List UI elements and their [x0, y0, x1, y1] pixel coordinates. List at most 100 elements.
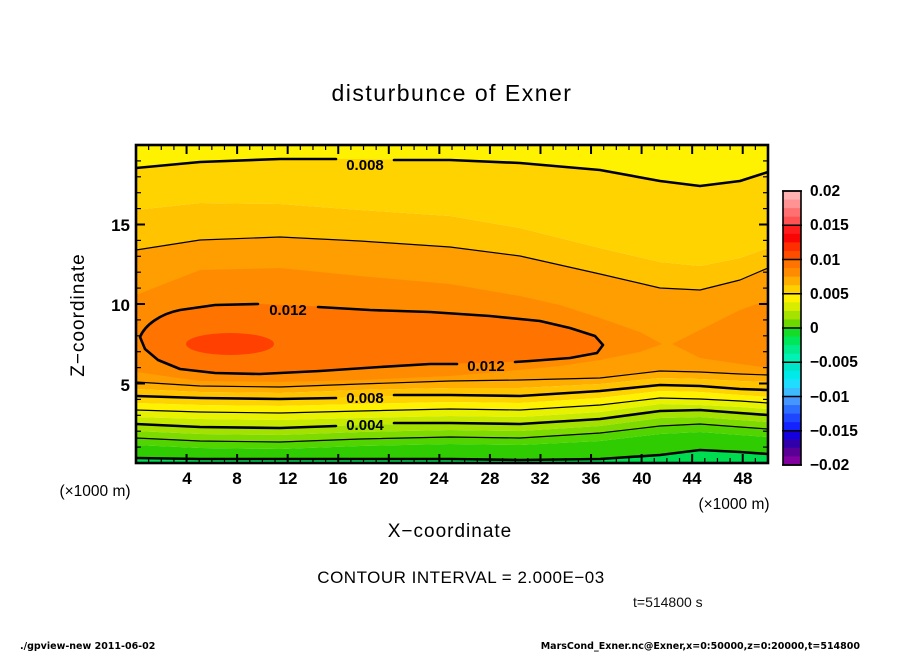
contour-label-0008-bottom: 0.008	[346, 390, 384, 407]
contour-label-0008-top: 0.008	[346, 157, 384, 174]
colorbar-cell	[783, 199, 801, 209]
fill-hotspot-red	[186, 333, 274, 355]
x-axis-tick-labels: 4 8 12 16 20 24 28 32 36 40 44 48	[182, 469, 752, 488]
colorbar-cell	[783, 387, 801, 398]
colorbar-cell	[783, 422, 801, 432]
cbar-label-n001: −0.01	[810, 389, 850, 406]
x-tick-28: 28	[481, 469, 500, 488]
y-axis-unit: (×1000 m)	[59, 483, 130, 500]
colorbar-cell	[783, 319, 801, 329]
footer-right: MarsCond_Exner.nc@Exner,x=0:50000,z=0:20…	[541, 641, 861, 652]
colorbar-cell	[783, 276, 801, 286]
y-axis-tick-labels: 5 10 15	[111, 216, 130, 395]
colorbar-cell	[783, 328, 801, 338]
colorbar-cell	[783, 362, 801, 372]
colorbar-cell	[783, 345, 801, 355]
x-axis-unit: (×1000 m)	[698, 496, 769, 513]
colorbar-cell	[783, 336, 801, 346]
colorbar-cell	[783, 191, 801, 201]
fill-band-lower-2	[136, 378, 768, 399]
colorbar-cell	[783, 259, 801, 269]
contour-line-0002-lower	[136, 423, 768, 443]
colorbar-cell	[783, 310, 801, 321]
fill-band-lower-10	[136, 432, 768, 460]
x-tick-40: 40	[633, 469, 652, 488]
fill-band-lower-8	[136, 417, 768, 442]
y-tick-15: 15	[111, 216, 130, 235]
x-tick-48: 48	[734, 469, 753, 488]
contour-line-layer	[136, 157, 768, 462]
contour-line-0008-lower	[136, 383, 768, 401]
y-tick-5: 5	[121, 376, 130, 395]
fill-band-lower-6	[136, 404, 768, 428]
fill-band-lower-9	[136, 424, 768, 449]
fill-lobe-deep-orange-right	[672, 300, 768, 368]
colorbar-cell	[783, 208, 801, 218]
cbar-label-0015: 0.015	[810, 217, 849, 234]
colorbar-cell	[783, 225, 801, 235]
y-tick-10: 10	[111, 296, 130, 315]
fill-band-gold-upper	[136, 159, 768, 266]
colorbar-cell	[783, 233, 801, 243]
colorbar	[782, 190, 802, 466]
colorbar-tick-labels: 0.02 0.015 0.01 0.005 0 −0.005 −0.01 −0.…	[810, 183, 858, 474]
footer-left: ./gpview-new 2011-06-02	[20, 641, 155, 652]
contour-interval-note: CONTOUR INTERVAL = 2.000E−03	[317, 568, 604, 587]
contour-label-0004-bottom: 0.004	[346, 417, 384, 434]
contour-line-0004-lower	[136, 408, 768, 430]
fill-band-lower-5	[136, 398, 768, 420]
colorbar-border	[782, 190, 802, 466]
contour-label-0012-left: 0.012	[269, 302, 307, 319]
cbar-label-0: 0	[810, 320, 819, 337]
contour-line-0010-upper	[136, 236, 768, 291]
colorbar-cell	[783, 268, 801, 278]
colorbar-cell	[783, 456, 801, 466]
x-tick-4: 4	[182, 469, 192, 488]
x-axis-label: X−coordinate	[388, 521, 513, 542]
fill-region-0012-core	[140, 304, 603, 374]
cbar-label-n0015: −0.015	[810, 423, 858, 440]
fill-band-top-yellow	[136, 145, 768, 186]
contour-line-0012-closed-b	[138, 302, 459, 376]
colorbar-cell	[783, 250, 801, 261]
colorbar-cell	[783, 430, 801, 440]
contour-line-0008-upper	[136, 157, 768, 188]
colorbar-cell	[783, 216, 801, 226]
x-tick-32: 32	[531, 469, 550, 488]
cbar-label-001: 0.01	[810, 252, 841, 269]
contour-line-0006-lower	[136, 397, 768, 414]
cbar-label-002: 0.02	[810, 183, 840, 200]
colorbar-cell	[783, 293, 801, 303]
fill-band-lower-4	[136, 391, 768, 413]
colorbar-cell	[783, 447, 801, 458]
colorbar-cell	[783, 370, 801, 380]
time-stamp: t=514800 s	[633, 594, 703, 610]
cbar-label-0005: 0.005	[810, 286, 849, 303]
colorbar-cell	[783, 302, 801, 312]
colorbar-cell	[783, 379, 801, 389]
x-tick-24: 24	[430, 469, 449, 488]
x-tick-36: 36	[582, 469, 601, 488]
fill-band-amber-upper	[136, 203, 768, 290]
contour-line-0010-lower	[136, 370, 768, 388]
contour-line-0012-closed-a	[316, 305, 605, 364]
colorbar-cell	[783, 405, 801, 415]
contour-line-0000-lower	[136, 448, 768, 462]
x-tick-44: 44	[683, 469, 702, 488]
colorbar-cell	[783, 396, 801, 406]
colorbar-cell	[783, 413, 801, 423]
colorbar-cell	[783, 353, 801, 363]
contour-label-0012-right: 0.012	[467, 358, 505, 375]
fill-band-lower-1	[136, 371, 768, 393]
contour-label-layer: 0.008 0.012 0.012 0.008 0.004	[269, 157, 505, 434]
y-axis-label: Z−coordinate	[68, 253, 89, 376]
colorbar-cell	[783, 285, 801, 295]
cbar-label-n002: −0.02	[810, 457, 849, 474]
x-tick-8: 8	[232, 469, 241, 488]
x-tick-20: 20	[380, 469, 399, 488]
x-tick-16: 16	[329, 469, 348, 488]
colorbar-cell	[783, 242, 801, 252]
axis-ticks	[136, 145, 768, 463]
